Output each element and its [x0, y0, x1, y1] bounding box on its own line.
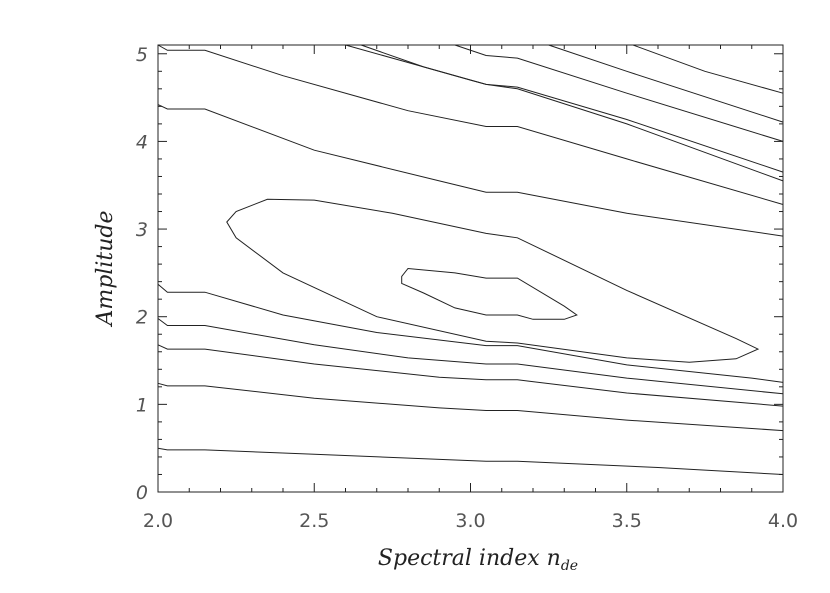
y-tick-label: 1	[136, 394, 148, 416]
plot-frame	[157, 44, 784, 493]
contour-line-13	[632, 44, 784, 94]
contour-line-11	[345, 44, 784, 182]
y-tick-labels: 0 1 2 3 4 5	[136, 44, 148, 504]
x-axis-title: Spectral index nde	[378, 546, 578, 574]
y-tick-label: 3	[136, 219, 148, 241]
contour-line-8	[157, 382, 784, 432]
x-tick-label: 2.5	[299, 510, 329, 532]
contour-line-7	[157, 344, 784, 407]
contour-line-10	[360, 44, 784, 173]
x-tick-labels: 2.0 2.5 3.0 3.5 4.0	[143, 510, 798, 532]
contour-line-12	[548, 44, 784, 123]
contour-lines	[157, 44, 784, 475]
contour-line-1	[401, 267, 578, 320]
y-axis-title: Amplitude	[93, 210, 118, 327]
y-tick-label: 2	[136, 307, 148, 329]
contour-line-6	[157, 318, 784, 395]
contour-line-14	[454, 44, 784, 142]
contour-line-5	[157, 283, 784, 383]
y-tick-label: 5	[136, 44, 148, 66]
x-tick-label: 2.0	[143, 510, 173, 532]
y-tick-label: 4	[136, 131, 148, 153]
x-tick-label: 3.5	[612, 510, 642, 532]
x-tick-label: 4.0	[768, 510, 798, 532]
contour-line-2	[226, 198, 760, 363]
contour-line-9	[157, 447, 784, 475]
x-tick-label: 3.0	[455, 510, 485, 532]
contour-line-4	[157, 104, 784, 237]
contour-line-3	[157, 44, 784, 205]
y-tick-label: 0	[136, 482, 148, 504]
